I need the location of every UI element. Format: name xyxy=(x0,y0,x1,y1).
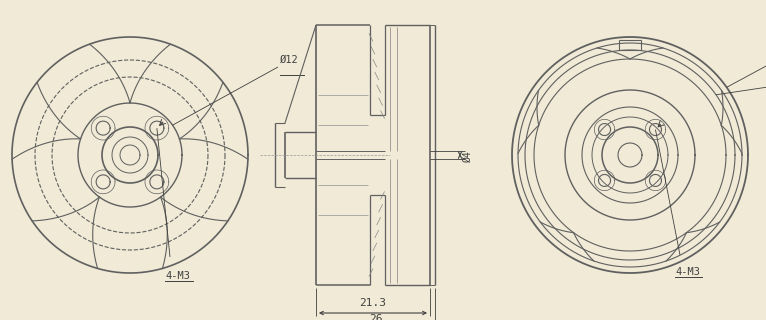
Text: 4-M3: 4-M3 xyxy=(165,271,190,281)
Text: 21.3: 21.3 xyxy=(359,298,387,308)
Text: Ø4: Ø4 xyxy=(463,151,473,163)
Text: 26: 26 xyxy=(368,314,382,320)
Text: 4-M3: 4-M3 xyxy=(675,267,700,277)
Text: Ø12: Ø12 xyxy=(280,55,299,65)
